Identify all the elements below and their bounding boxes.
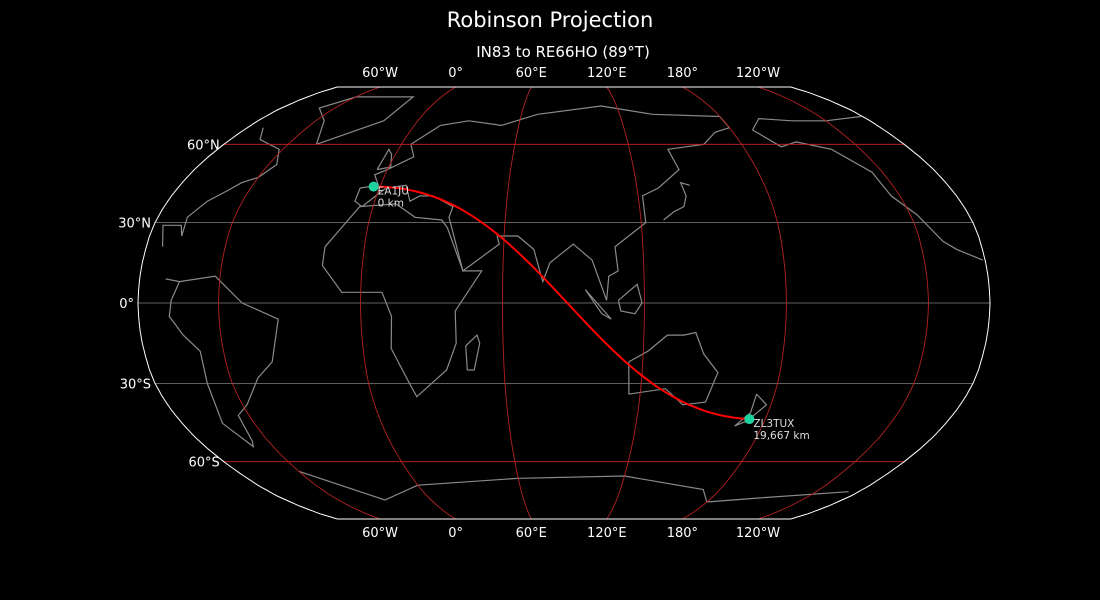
coastline [376, 148, 393, 171]
coastline [465, 334, 481, 371]
coastline [584, 289, 612, 320]
coastline [752, 129, 983, 261]
lon-label-top: 120°E [587, 66, 627, 81]
lat-label: 60°S [188, 456, 219, 471]
coastline [354, 105, 731, 301]
meridian-line [360, 86, 456, 520]
lon-label-bottom: 60°W [362, 526, 398, 541]
coastline [663, 181, 690, 221]
great-circle-path [373, 185, 750, 421]
lon-label-top: 0° [448, 66, 463, 81]
meridian-line [757, 86, 929, 520]
meridian-line [218, 86, 381, 520]
map-title: Robinson Projection [446, 8, 654, 32]
lon-label-top: 60°E [516, 66, 547, 81]
lon-label-bottom: 60°E [516, 526, 547, 541]
station-marker [744, 414, 755, 425]
lon-label-top: 180° [667, 66, 698, 81]
lat-label: 0° [119, 297, 134, 312]
coastline [298, 470, 708, 503]
coastline [321, 203, 483, 398]
meridian-line [682, 86, 787, 520]
lon-label-top: 60°W [362, 66, 398, 81]
station-callsign: EA1JU [378, 186, 409, 198]
meridian-line [606, 86, 645, 520]
lat-label: 60°N [187, 138, 220, 153]
lon-label-bottom: 120°E [587, 526, 627, 541]
coastline [617, 283, 643, 315]
coastline [315, 96, 415, 145]
station-distance: 19,667 km [753, 430, 809, 442]
lon-label-bottom: 120°W [736, 526, 780, 541]
map-outline [137, 86, 991, 520]
map-subtitle: IN83 to RE66HO (89°T) [476, 43, 650, 61]
coastline [162, 127, 280, 247]
lat-label: 30°N [118, 217, 151, 232]
coastline [628, 331, 719, 406]
coastline [751, 115, 861, 131]
meridian-line [502, 86, 532, 520]
station-marker [368, 181, 379, 192]
station-callsign: ZL3TUX [753, 418, 794, 430]
coastline [168, 275, 279, 448]
coastline [165, 278, 180, 283]
coastline [706, 491, 849, 503]
lon-label-bottom: 0° [448, 526, 463, 541]
station-distance: 0 km [378, 198, 404, 210]
lon-label-top: 120°W [736, 66, 780, 81]
lon-label-bottom: 180° [667, 526, 698, 541]
lat-label: 30°S [120, 377, 151, 392]
